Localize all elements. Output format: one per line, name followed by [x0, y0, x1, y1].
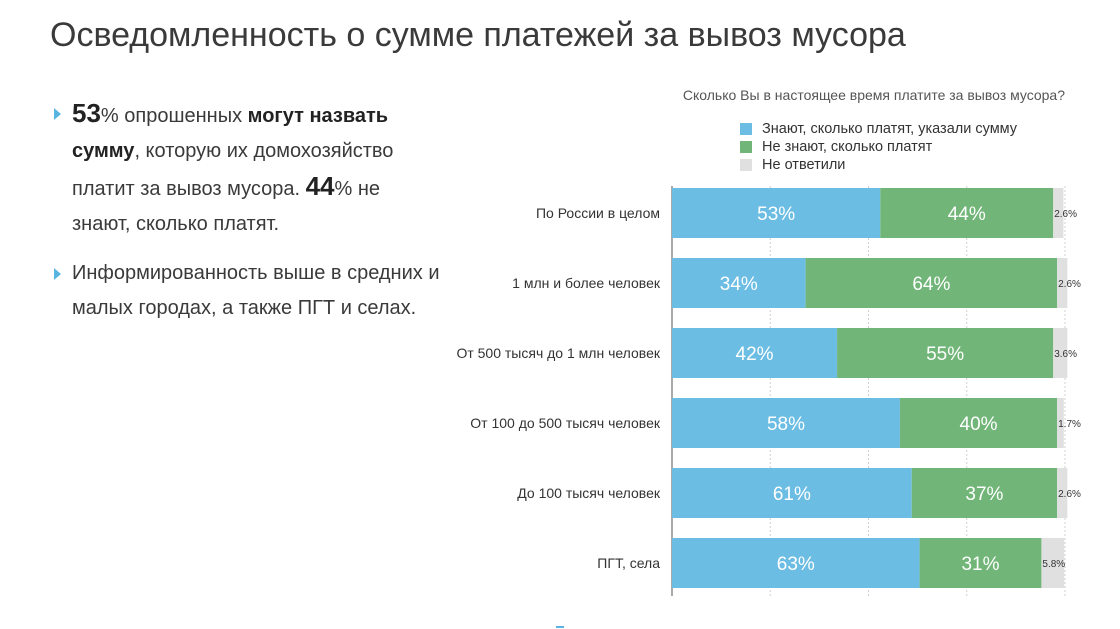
bullet-text: могут назвать сумму	[72, 105, 389, 162]
bar-segment	[672, 468, 912, 518]
legend-item: Не знают, сколько платят	[740, 138, 1017, 156]
bullet-text: , которую их домохозяйство платит за выв…	[72, 140, 394, 200]
bar-segment	[672, 398, 900, 448]
bar-segment	[1057, 468, 1068, 518]
bar-segment	[1053, 188, 1064, 238]
legend-label: Не знают, сколько платят	[762, 139, 933, 155]
bar-segment	[1041, 538, 1065, 588]
data-label: 3.6%	[1054, 349, 1077, 360]
data-label: 40%	[960, 414, 998, 435]
bullet-text: % не знают, сколько платят.	[72, 178, 381, 235]
category-label: ПГТ, села	[597, 555, 660, 571]
bar-segment	[672, 538, 920, 588]
category-label: До 100 тысяч человек	[517, 485, 661, 501]
data-label: 58%	[767, 414, 805, 435]
data-label: 37%	[965, 484, 1003, 505]
data-label: 2.6%	[1058, 489, 1081, 500]
bullet-text: Информированность выше в средних и малых…	[72, 262, 440, 319]
data-label: 55%	[926, 344, 964, 365]
chart-question: Сколько Вы в настоящее время платите за …	[682, 87, 1065, 103]
data-label: 64%	[912, 274, 950, 295]
data-label: 2.6%	[1058, 279, 1081, 290]
legend-label: Знают, сколько платят, указали сумму	[762, 121, 1018, 137]
category-label: По России в целом	[536, 205, 660, 221]
bar-segment	[899, 398, 1058, 448]
data-label: 1.7%	[1058, 419, 1081, 430]
legend-label: Не ответили	[762, 157, 846, 173]
bullet-list: 53% опрошенных могут назвать сумму, кото…	[52, 96, 442, 326]
bar-segment	[919, 538, 1042, 588]
bar-segment	[880, 188, 1054, 238]
bullet-2: Информированность выше в средних и малых…	[52, 256, 442, 326]
data-label: 2.6%	[1054, 209, 1077, 220]
bar-segment	[1057, 258, 1068, 308]
category-label: 1 млн и более человек	[512, 275, 661, 291]
legend-item: Не ответили	[740, 156, 1017, 174]
data-label: 53%	[757, 204, 795, 225]
category-label: От 100 до 500 тысяч человек	[470, 415, 661, 431]
bar-segment	[1057, 398, 1064, 448]
bar-segment	[672, 188, 881, 238]
bar-segment	[672, 258, 806, 308]
legend-item: Знают, сколько платят, указали сумму	[740, 120, 1017, 138]
bullet-text: 44	[305, 171, 335, 201]
slide-footer-mark	[556, 626, 564, 628]
data-label: 61%	[773, 484, 811, 505]
data-label: 34%	[720, 274, 758, 295]
bullet-marker-icon	[54, 268, 61, 280]
data-label: 5.8%	[1042, 559, 1065, 570]
bar-segment	[805, 258, 1058, 308]
chart-legend: Знают, сколько платят, указали сумму Не з…	[740, 120, 1017, 174]
bar-segment	[837, 328, 1054, 378]
data-label: 63%	[777, 554, 815, 575]
bullet-marker-icon	[54, 108, 61, 120]
legend-swatch	[740, 141, 752, 153]
slide-title: Осведомленность о сумме платежей за выво…	[50, 16, 906, 54]
bullet-1: 53% опрошенных могут назвать сумму, кото…	[52, 96, 442, 242]
category-label: От 500 тысяч до 1 млн человек	[456, 345, 660, 361]
data-label: 44%	[948, 204, 986, 225]
legend-swatch	[740, 123, 752, 135]
data-label: 42%	[736, 344, 774, 365]
bar-segment	[911, 468, 1058, 518]
legend-swatch	[740, 159, 752, 171]
bullet-text: % опрошенных	[100, 105, 248, 127]
data-label: 31%	[961, 554, 999, 575]
bar-segment	[672, 328, 838, 378]
bullet-text: 53	[72, 98, 101, 128]
bar-segment	[1053, 328, 1068, 378]
